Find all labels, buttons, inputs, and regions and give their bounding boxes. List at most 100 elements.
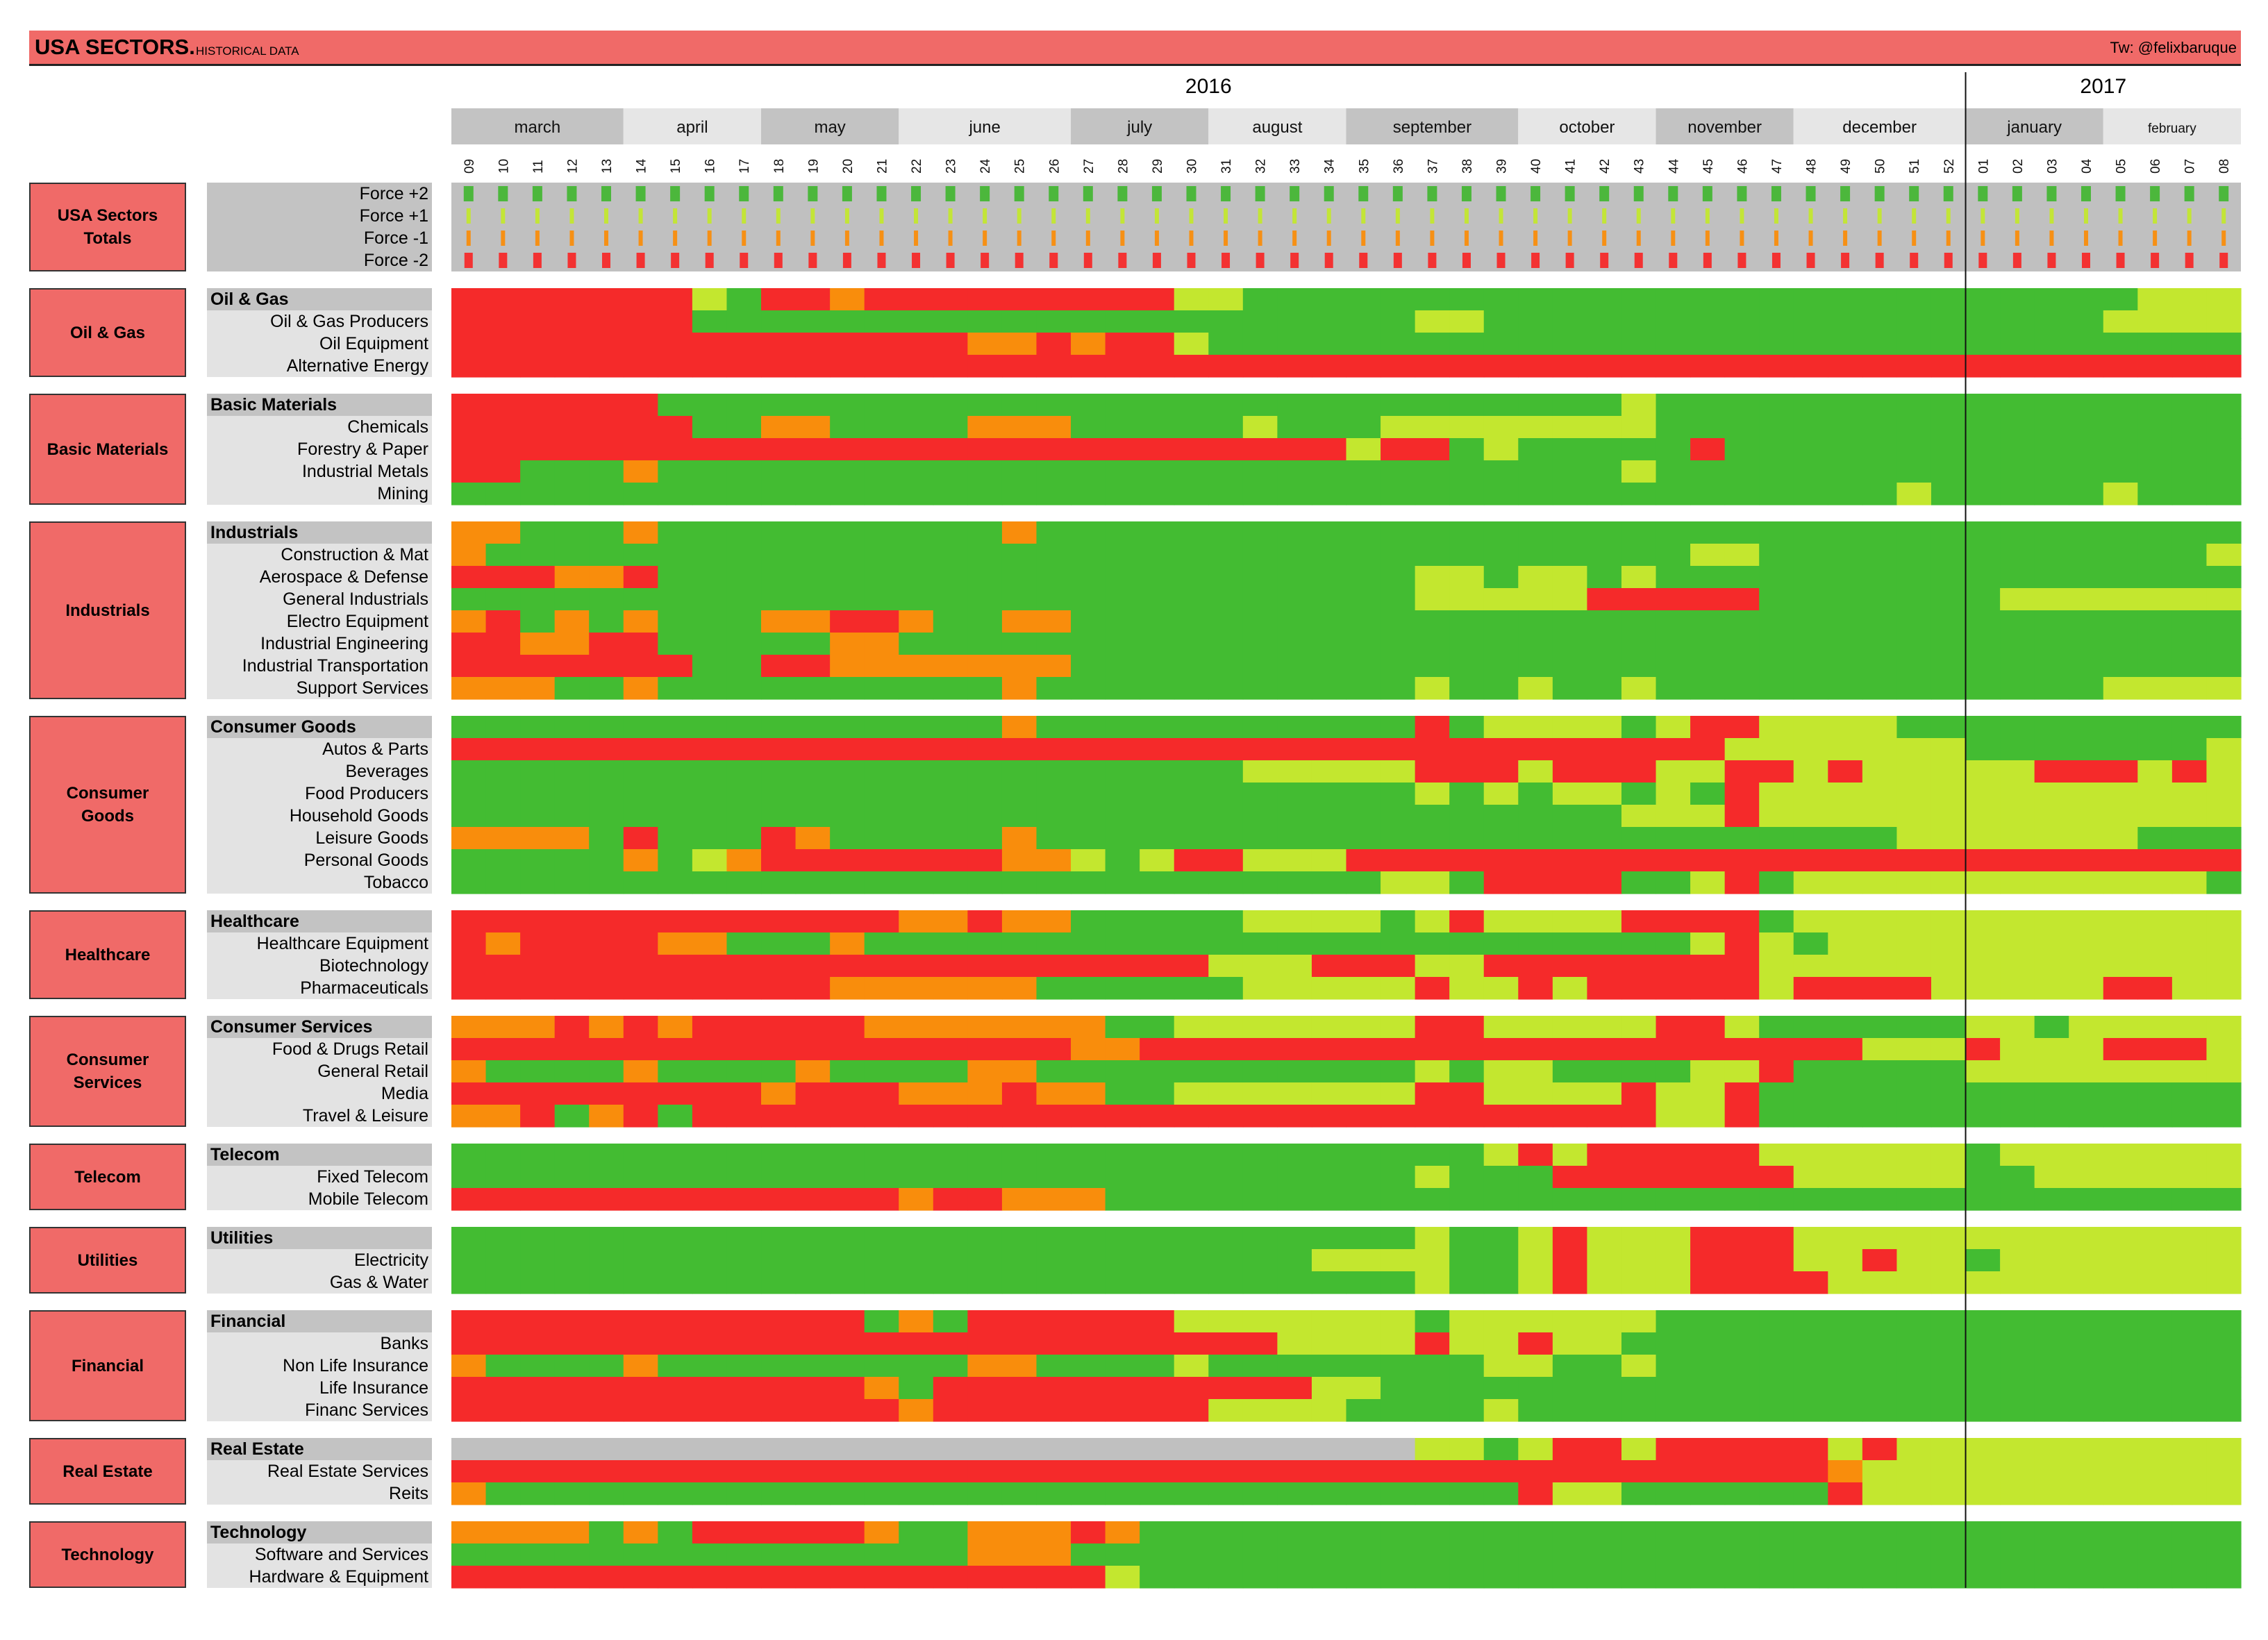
heatmap-cell [2137,805,2173,828]
heatmap-cell [2137,438,2173,461]
heatmap-cell [1793,1016,1828,1039]
force-marker [1256,253,1265,268]
heatmap-cell [1001,588,1037,611]
heatmap-cell [1587,1543,1622,1566]
heatmap-cell [830,288,865,311]
heatmap-cell [1828,544,1863,567]
heatmap-cell [520,566,556,589]
heatmap-cell [1277,483,1312,505]
heatmap-cell [1690,871,1726,894]
heatmap-cell [899,1332,934,1355]
heatmap-cell [1208,1332,1244,1355]
sector-row-label: Autos & Parts [207,738,432,760]
heatmap-cell [1381,355,1416,378]
heatmap-cell [692,955,728,978]
heatmap-cell [967,1566,1003,1589]
heatmap-cell [1105,738,1140,761]
heatmap-cell [899,288,934,311]
heatmap-cell [2000,1038,2035,1061]
force-marker [774,253,783,268]
heatmap-cell [554,1377,590,1400]
heatmap-cell [795,610,831,633]
heatmap-cell [830,610,865,633]
heatmap-cell [1311,588,1347,611]
heatmap-cell [1552,588,1588,611]
heatmap-cell [933,849,968,872]
heatmap-cell [1036,460,1072,483]
force-marker [1187,253,1196,268]
heatmap-cell [726,871,762,894]
heatmap-cell [1381,655,1416,678]
heatmap-cell [1449,1438,1485,1461]
heatmap-cell [1724,805,1760,828]
heatmap-cell [1001,1227,1037,1250]
heatmap-cell [2034,783,2069,805]
heatmap-cell [1483,677,1519,700]
month-header-cell [2103,108,2241,144]
heatmap-cell [554,910,590,933]
heatmap-cell [2069,1332,2104,1355]
heatmap-cell [2000,1310,2035,1333]
heatmap-cell [1036,1227,1072,1250]
heatmap-cell [2000,1105,2035,1128]
heatmap-cell [1071,1377,1106,1400]
week-label: 49 [1839,159,1853,174]
force-marker [2187,208,2192,224]
heatmap-cell [2000,310,2035,333]
month-label: june [968,118,1000,137]
heatmap-cell [1311,1038,1347,1061]
heatmap-cell [1690,460,1726,483]
heatmap-cell [451,355,487,378]
force-marker [673,231,678,246]
heatmap-cell [520,1082,556,1105]
force-marker [1705,208,1710,224]
heatmap-cell [2137,1399,2173,1422]
heatmap-cell [589,760,624,783]
heatmap-cell [1518,1566,1553,1589]
heatmap-cell [1140,655,1175,678]
heatmap-cell [2137,460,2173,483]
heatmap-cell [1690,910,1726,933]
heatmap-cell [2137,1144,2173,1166]
heatmap-cell [623,1227,658,1250]
heatmap-cell [795,738,831,761]
heatmap-cell [967,610,1003,633]
force-marker [2081,253,2090,268]
heatmap-cell [1071,977,1106,1000]
heatmap-cell [1724,544,1760,567]
heatmap-cell [1724,871,1760,894]
heatmap-cell [1140,588,1175,611]
heatmap-cell [1759,438,1794,461]
heatmap-cell [2206,977,2242,1000]
heatmap-cell [1174,1166,1209,1189]
force-marker [983,231,987,246]
heatmap-cell [1381,566,1416,589]
heatmap-cell [1965,1188,2001,1211]
heatmap-cell [1759,310,1794,333]
heatmap-cell [1965,1460,2001,1483]
heatmap-cell [1208,460,1244,483]
heatmap-cell [2137,871,2173,894]
heatmap-cell [1724,677,1760,700]
heatmap-cell [1828,566,1863,589]
heatmap-cell [485,677,521,700]
heatmap-cell [1036,1188,1072,1211]
heatmap-cell [864,738,899,761]
force-marker [1496,186,1506,201]
week-label: 18 [772,159,787,174]
heatmap-cell [485,955,521,978]
heatmap-cell [795,805,831,828]
heatmap-cell [589,1521,624,1544]
heatmap-cell [1862,827,1898,850]
heatmap-cell [1931,1082,1967,1105]
heatmap-cell [1931,1310,1967,1333]
heatmap-cell [1621,1105,1657,1128]
heatmap-cell [451,1166,487,1189]
heatmap-cell [1483,977,1519,1000]
heatmap-cell [1208,1188,1244,1211]
heatmap-cell [1174,1249,1209,1272]
heatmap-cell [554,1105,590,1128]
heatmap-cell [589,1482,624,1505]
heatmap-cell [1862,416,1898,439]
heatmap-cell [1759,805,1794,828]
